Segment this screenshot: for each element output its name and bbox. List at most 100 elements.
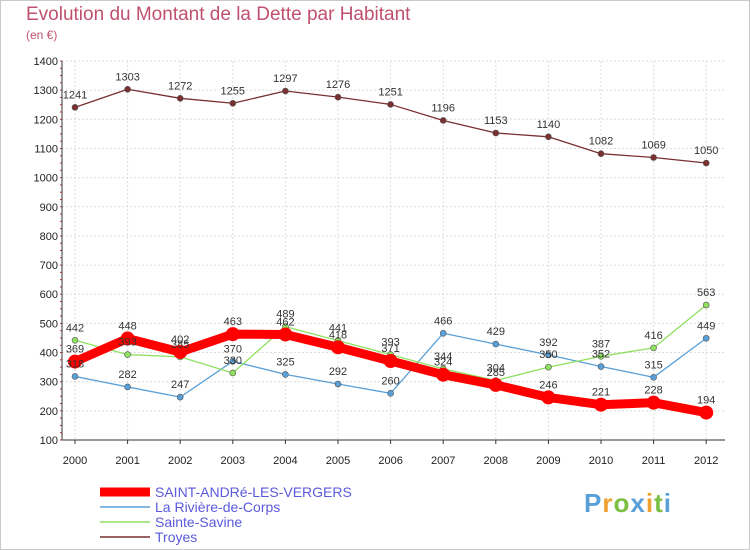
proxiti-logo: Proxiti [584, 488, 672, 519]
data-label: 466 [434, 315, 452, 327]
data-point [650, 344, 657, 352]
data-label: 325 [276, 356, 294, 368]
legend-label: La Rivière-de-Corps [155, 499, 280, 515]
data-point [124, 383, 131, 391]
data-point [176, 393, 184, 401]
data-point [120, 331, 135, 346]
data-point [173, 344, 188, 359]
data-label: 442 [66, 322, 84, 334]
data-point [702, 301, 710, 309]
data-point [334, 380, 342, 388]
data-point [282, 87, 289, 95]
data-point [387, 390, 394, 397]
y-tick-label: 700 [40, 260, 58, 272]
data-label: 448 [118, 321, 136, 333]
data-label: 402 [171, 334, 189, 346]
x-tick-label: 2006 [378, 455, 402, 467]
data-point [334, 93, 342, 101]
data-label: 194 [697, 395, 715, 407]
data-point [387, 101, 394, 108]
data-label: 393 [381, 337, 399, 349]
data-label: 1196 [431, 102, 455, 114]
data-label: 1241 [63, 89, 87, 101]
data-label: 385 [171, 339, 189, 351]
data-point [282, 371, 289, 378]
data-label: 304 [487, 363, 505, 375]
data-point [229, 99, 237, 107]
y-tick-label: 300 [40, 377, 58, 389]
grid-lines [62, 60, 725, 441]
data-label: 246 [539, 379, 557, 391]
data-point [650, 154, 657, 161]
x-tick-label: 2007 [431, 455, 455, 467]
x-tick-label: 2005 [326, 455, 350, 467]
x-tick-label: 2000 [63, 455, 87, 467]
data-label: 449 [697, 320, 715, 332]
data-label: 1255 [221, 85, 245, 97]
data-label: 1153 [484, 115, 508, 127]
x-tick-label: 2011 [642, 455, 666, 467]
data-label: 387 [592, 338, 610, 350]
logo-letter: x [630, 488, 646, 518]
data-label: 429 [487, 326, 505, 338]
data-label: 260 [381, 375, 399, 387]
data-label: 221 [592, 387, 610, 399]
data-label: 324 [434, 357, 452, 369]
logo-letter: P [584, 488, 603, 518]
x-tick-label: 2004 [273, 455, 297, 467]
data-label: 352 [592, 349, 610, 361]
x-tick-label: 2008 [484, 455, 508, 467]
x-tick-label: 2010 [589, 455, 613, 467]
data-label: 344 [434, 351, 452, 363]
data-label: 1297 [273, 73, 297, 85]
logo-letter: i [663, 488, 672, 518]
data-point [124, 85, 131, 93]
data-label: 392 [539, 337, 557, 349]
data-point [68, 354, 82, 369]
data-point [71, 336, 79, 344]
logo-letter: t [654, 488, 664, 518]
data-point [594, 397, 608, 412]
y-tick-label: 1300 [34, 85, 58, 97]
data-point [225, 327, 240, 342]
data-point [545, 133, 552, 141]
chart-title: Evolution du Montant de la Dette par Hab… [26, 4, 411, 25]
y-tick-label: 400 [40, 348, 58, 360]
y-tick-label: 1100 [34, 143, 58, 155]
legend-label: Troyes [155, 529, 197, 545]
y-tick-label: 1200 [34, 114, 58, 126]
data-point [597, 150, 605, 158]
y-tick-label: 1400 [34, 56, 58, 68]
data-label: 369 [66, 344, 84, 356]
x-tick-label: 2002 [168, 455, 192, 467]
y-tick-label: 1000 [34, 173, 58, 185]
data-label: 1050 [694, 145, 718, 157]
data-point [545, 363, 552, 371]
data-label: 350 [539, 349, 557, 361]
x-tick-label: 2009 [536, 455, 560, 467]
data-label: 1082 [589, 136, 613, 148]
logo-letter: o [613, 488, 631, 518]
data-point [229, 357, 237, 365]
data-point [597, 353, 605, 360]
data-point [646, 395, 661, 410]
y-tick-label: 900 [40, 202, 58, 214]
data-point [229, 369, 237, 377]
data-point [331, 340, 345, 355]
x-tick-label: 2003 [221, 455, 245, 467]
data-label: 285 [487, 367, 505, 379]
data-label: 563 [697, 287, 715, 299]
data-point [597, 363, 605, 370]
series-lines [68, 85, 714, 420]
data-label: 1276 [326, 79, 350, 91]
data-label: 370 [224, 343, 242, 355]
data-point [278, 327, 293, 342]
data-label: 247 [171, 379, 189, 391]
data-point [71, 373, 79, 380]
data-point [439, 329, 447, 337]
data-point [492, 340, 500, 348]
data-point [702, 334, 710, 342]
